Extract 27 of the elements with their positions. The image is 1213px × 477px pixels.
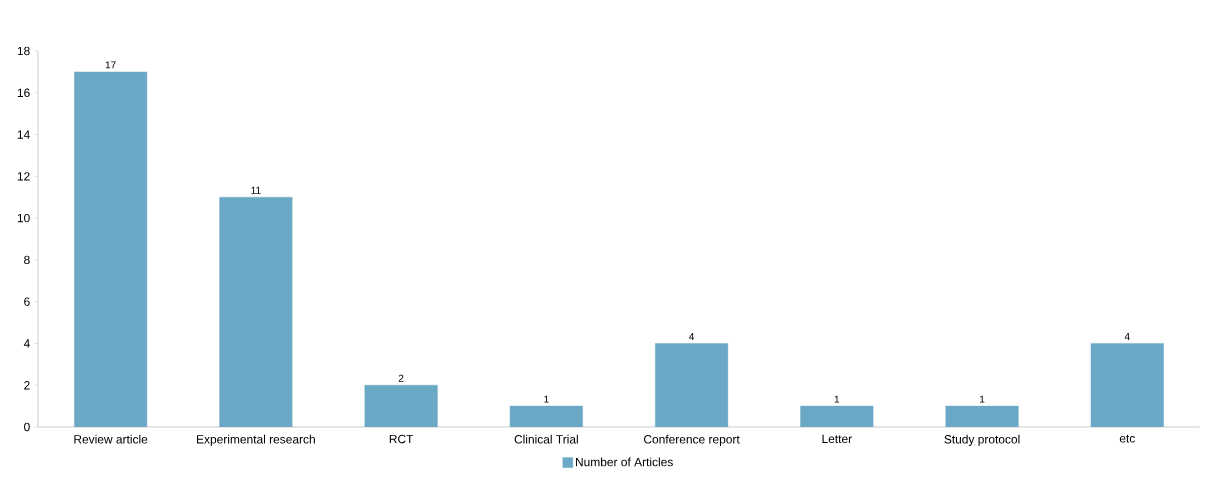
data-label: 11 [251,186,261,194]
x-tick-label: Clinical Trial [514,434,578,444]
y-tick-label: 10 [17,213,30,223]
x-tick-label: Experimental research [197,434,315,446]
data-label: 4 [1124,333,1130,340]
y-tick-label: 16 [17,88,30,97]
x-tick-label: Study protocol [944,434,1020,446]
data-label: 1 [980,395,985,403]
data-label: 1 [834,395,840,403]
data-label: 4 [689,333,695,340]
y-tick-label: 6 [24,297,30,306]
y-tick-label: 8 [24,255,30,265]
y-tick-label: 12 [17,172,30,181]
y-tick-label: 4 [23,339,30,348]
y-tick-label: 0 [24,422,30,432]
x-tick-label: Letter [822,434,852,444]
legend-label: Number of Articles [575,457,673,467]
x-tick-label: Conference report [644,434,740,446]
x-tick-label: RCT [389,434,414,444]
data-label: 2 [398,374,404,382]
x-tick-label: etc [1119,434,1135,443]
y-tick-label: 2 [24,381,30,390]
data-label: 1 [544,395,549,403]
x-tick-label: Review article [74,434,148,444]
data-label: 17 [105,61,116,69]
y-tick-label: 18 [17,46,30,56]
y-tick-label: 14 [17,130,30,139]
